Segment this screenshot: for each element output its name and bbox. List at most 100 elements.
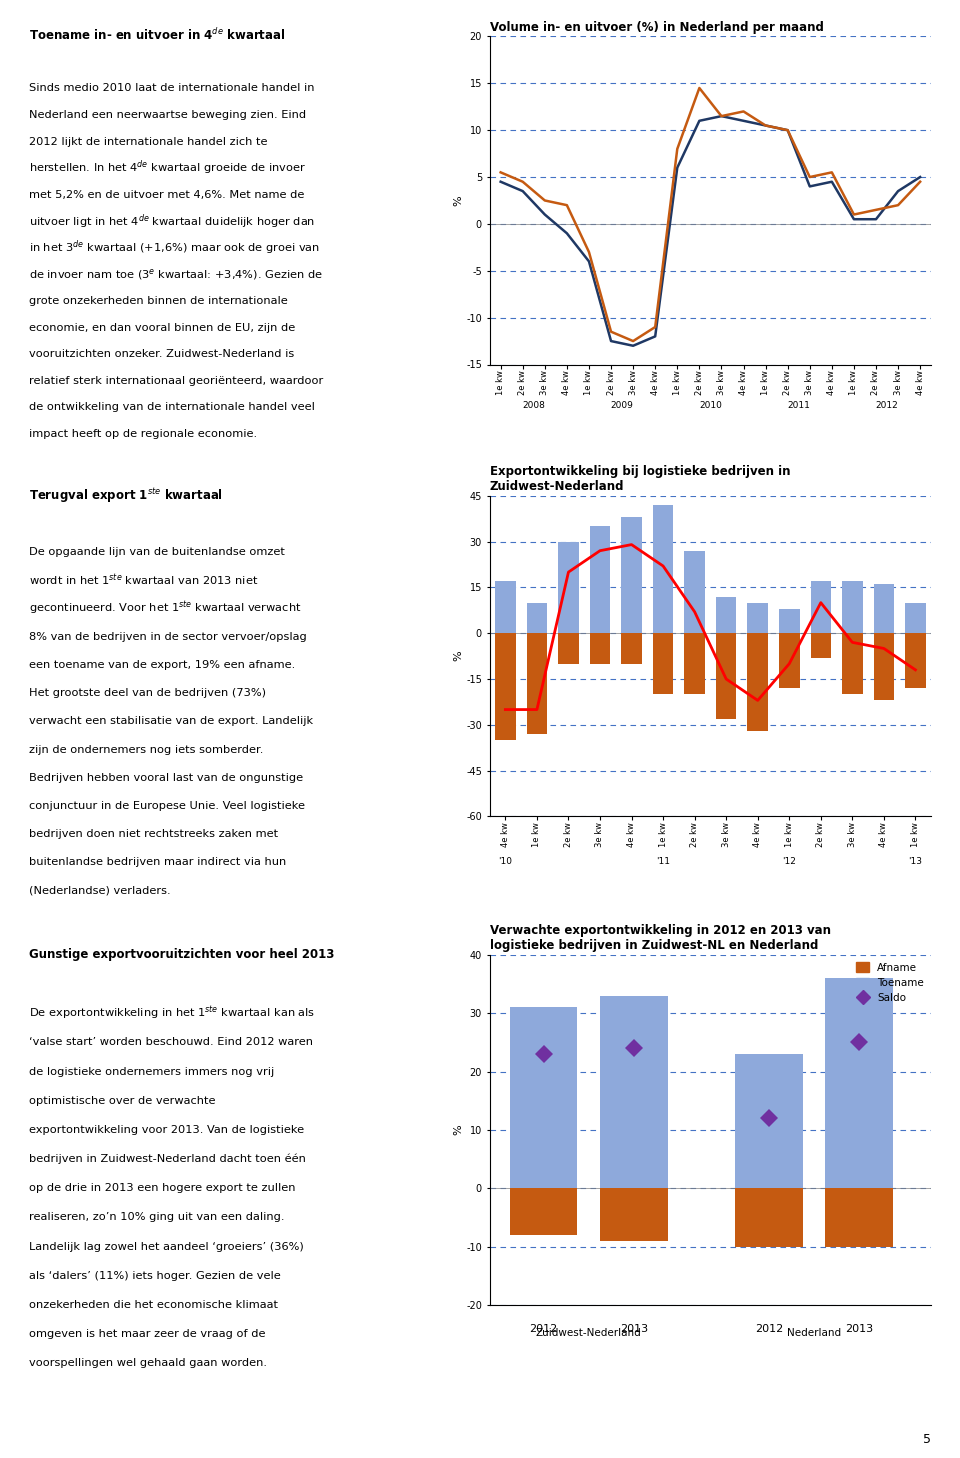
Text: optimistische over de verwachte: optimistische over de verwachte xyxy=(29,1096,215,1105)
Text: als ‘dalers’ (11%) iets hoger. Gezien de vele: als ‘dalers’ (11%) iets hoger. Gezien de… xyxy=(29,1271,280,1280)
Bar xyxy=(600,996,667,1188)
Bar xyxy=(684,633,705,694)
Bar xyxy=(810,633,831,658)
Bar xyxy=(735,1054,803,1188)
Text: Exportontwikkeling bij logistieke bedrijven in
Zuidwest-Nederland: Exportontwikkeling bij logistieke bedrij… xyxy=(490,465,790,493)
Bar xyxy=(735,1188,803,1247)
Text: Zuidwest-Nederland: Zuidwest-Nederland xyxy=(536,1328,641,1338)
Bar xyxy=(653,633,673,694)
Bar xyxy=(905,602,925,633)
Bar xyxy=(621,633,642,663)
Bar xyxy=(495,582,516,633)
Bar xyxy=(826,1188,893,1247)
Bar xyxy=(748,633,768,730)
Bar xyxy=(589,633,611,663)
Text: '11: '11 xyxy=(656,857,670,866)
Text: Volume in- en uitvoer (%) in Nederland per maand: Volume in- en uitvoer (%) in Nederland p… xyxy=(490,20,824,34)
Text: '13: '13 xyxy=(908,857,923,866)
Text: 2010: 2010 xyxy=(699,401,722,410)
Text: in het 3$^{de}$ kwartaal (+1,6%) maar ook de groei van: in het 3$^{de}$ kwartaal (+1,6%) maar oo… xyxy=(29,239,320,257)
Text: de ontwikkeling van de internationale handel veel: de ontwikkeling van de internationale ha… xyxy=(29,402,315,413)
Text: 2009: 2009 xyxy=(611,401,634,410)
Y-axis label: %: % xyxy=(453,650,464,662)
Text: omgeven is het maar zeer de vraag of de: omgeven is het maar zeer de vraag of de xyxy=(29,1330,265,1338)
Text: verwacht een stabilisatie van de export. Landelijk: verwacht een stabilisatie van de export.… xyxy=(29,716,313,726)
Text: Landelijk lag zowel het aandeel ‘groeiers’ (36%): Landelijk lag zowel het aandeel ‘groeier… xyxy=(29,1242,303,1251)
Bar xyxy=(510,1188,578,1235)
Text: bedrijven doen niet rechtstreeks zaken met: bedrijven doen niet rechtstreeks zaken m… xyxy=(29,830,278,840)
Legend: Afname, Toename, Saldo: Afname, Toename, Saldo xyxy=(854,961,926,1006)
Text: 2008: 2008 xyxy=(522,401,545,410)
Text: '10: '10 xyxy=(498,857,513,866)
Text: de invoer nam toe (3$^{e}$ kwartaal: +3,4%). Gezien de: de invoer nam toe (3$^{e}$ kwartaal: +3,… xyxy=(29,267,323,281)
Bar xyxy=(495,633,516,741)
Bar xyxy=(558,541,579,633)
Text: economie, en dan vooral binnen de EU, zijn de: economie, en dan vooral binnen de EU, zi… xyxy=(29,322,295,332)
Text: Terugval export 1$^{ste}$ kwartaal: Terugval export 1$^{ste}$ kwartaal xyxy=(29,486,223,504)
Bar xyxy=(810,582,831,633)
Text: 5: 5 xyxy=(924,1433,931,1446)
Text: vooruitzichten onzeker. Zuidwest-Nederland is: vooruitzichten onzeker. Zuidwest-Nederla… xyxy=(29,350,294,359)
Bar xyxy=(826,978,893,1188)
Text: De exportontwikkeling in het 1$^{ste}$ kwartaal kan als: De exportontwikkeling in het 1$^{ste}$ k… xyxy=(29,1005,315,1022)
Text: Verwachte exportontwikkeling in 2012 en 2013 van
logistieke bedrijven in Zuidwes: Verwachte exportontwikkeling in 2012 en … xyxy=(490,924,830,952)
Text: wordt in het 1$^{ste}$ kwartaal van 2013 niet: wordt in het 1$^{ste}$ kwartaal van 2013… xyxy=(29,572,258,588)
Text: buitenlandse bedrijven maar indirect via hun: buitenlandse bedrijven maar indirect via… xyxy=(29,857,286,868)
Y-axis label: %: % xyxy=(453,195,464,206)
Text: Sinds medio 2010 laat de internationale handel in: Sinds medio 2010 laat de internationale … xyxy=(29,83,314,93)
Bar xyxy=(842,582,863,633)
Text: herstellen. In het 4$^{de}$ kwartaal groeide de invoer: herstellen. In het 4$^{de}$ kwartaal gro… xyxy=(29,159,305,178)
Text: Toename in- en uitvoer in 4$^{de}$ kwartaal: Toename in- en uitvoer in 4$^{de}$ kwart… xyxy=(29,28,285,44)
Text: '12: '12 xyxy=(782,857,796,866)
Text: grote onzekerheden binnen de internationale: grote onzekerheden binnen de internation… xyxy=(29,296,288,306)
Bar xyxy=(558,633,579,663)
Text: gecontinueerd. Voor het 1$^{ste}$ kwartaal verwacht: gecontinueerd. Voor het 1$^{ste}$ kwarta… xyxy=(29,599,301,617)
Bar xyxy=(527,602,547,633)
Bar xyxy=(874,633,894,700)
Text: zijn de ondernemers nog iets somberder.: zijn de ondernemers nog iets somberder. xyxy=(29,745,263,754)
Text: Nederland een neerwaartse beweging zien. Eind: Nederland een neerwaartse beweging zien.… xyxy=(29,109,306,120)
Text: een toename van de export, 19% een afname.: een toename van de export, 19% een afnam… xyxy=(29,660,295,669)
Text: voorspellingen wel gehaald gaan worden.: voorspellingen wel gehaald gaan worden. xyxy=(29,1359,267,1368)
Text: Nederland: Nederland xyxy=(787,1328,841,1338)
Text: impact heeft op de regionale economie.: impact heeft op de regionale economie. xyxy=(29,429,257,439)
Text: de logistieke ondernemers immers nog vrij: de logistieke ondernemers immers nog vri… xyxy=(29,1067,274,1076)
Bar xyxy=(684,551,705,633)
Text: Bedrijven hebben vooral last van de ongunstige: Bedrijven hebben vooral last van de ongu… xyxy=(29,773,303,783)
Text: De opgaande lijn van de buitenlandse omzet: De opgaande lijn van de buitenlandse omz… xyxy=(29,547,285,557)
Bar xyxy=(842,633,863,694)
Text: uitvoer ligt in het 4$^{de}$ kwartaal duidelijk hoger dan: uitvoer ligt in het 4$^{de}$ kwartaal du… xyxy=(29,211,315,230)
Bar xyxy=(527,633,547,733)
Text: 2012 lijkt de internationale handel zich te: 2012 lijkt de internationale handel zich… xyxy=(29,137,267,146)
Bar xyxy=(905,633,925,688)
Bar xyxy=(716,596,736,633)
Text: (Nederlandse) verladers.: (Nederlandse) verladers. xyxy=(29,886,171,895)
Bar xyxy=(779,633,800,688)
Bar xyxy=(716,633,736,719)
Legend: Toename, Afname, Saldo: Toename, Afname, Saldo xyxy=(562,968,815,987)
Text: 2012: 2012 xyxy=(876,401,899,410)
Bar xyxy=(600,1188,667,1241)
Bar xyxy=(874,585,894,633)
Text: 2011: 2011 xyxy=(787,401,810,410)
Text: Het grootste deel van de bedrijven (73%): Het grootste deel van de bedrijven (73%) xyxy=(29,688,266,698)
Text: onzekerheden die het economische klimaat: onzekerheden die het economische klimaat xyxy=(29,1301,277,1309)
Text: Gunstige exportvooruitzichten voor heel 2013: Gunstige exportvooruitzichten voor heel … xyxy=(29,949,334,961)
Bar xyxy=(510,1007,578,1188)
Bar xyxy=(748,602,768,633)
Bar xyxy=(589,526,611,633)
Text: exportontwikkeling voor 2013. Van de logistieke: exportontwikkeling voor 2013. Van de log… xyxy=(29,1126,304,1134)
Text: bedrijven in Zuidwest-Nederland dacht toen één: bedrijven in Zuidwest-Nederland dacht to… xyxy=(29,1153,305,1165)
Y-axis label: %: % xyxy=(453,1124,464,1136)
Text: 8% van de bedrijven in de sector vervoer/opslag: 8% van de bedrijven in de sector vervoer… xyxy=(29,631,306,642)
Text: relatief sterk internationaal georiënteerd, waardoor: relatief sterk internationaal georiëntee… xyxy=(29,376,324,386)
Text: conjunctuur in de Europese Unie. Veel logistieke: conjunctuur in de Europese Unie. Veel lo… xyxy=(29,800,305,811)
Text: op de drie in 2013 een hogere export te zullen: op de drie in 2013 een hogere export te … xyxy=(29,1184,296,1193)
Bar xyxy=(621,518,642,633)
Text: met 5,2% en de uitvoer met 4,6%. Met name de: met 5,2% en de uitvoer met 4,6%. Met nam… xyxy=(29,190,304,200)
Text: ‘valse start’ worden beschouwd. Eind 2012 waren: ‘valse start’ worden beschouwd. Eind 201… xyxy=(29,1038,313,1047)
Text: realiseren, zo’n 10% ging uit van een daling.: realiseren, zo’n 10% ging uit van een da… xyxy=(29,1213,284,1222)
Bar xyxy=(779,609,800,633)
Legend: Invoer, Uitvoer: Invoer, Uitvoer xyxy=(567,510,748,529)
Bar xyxy=(653,504,673,633)
